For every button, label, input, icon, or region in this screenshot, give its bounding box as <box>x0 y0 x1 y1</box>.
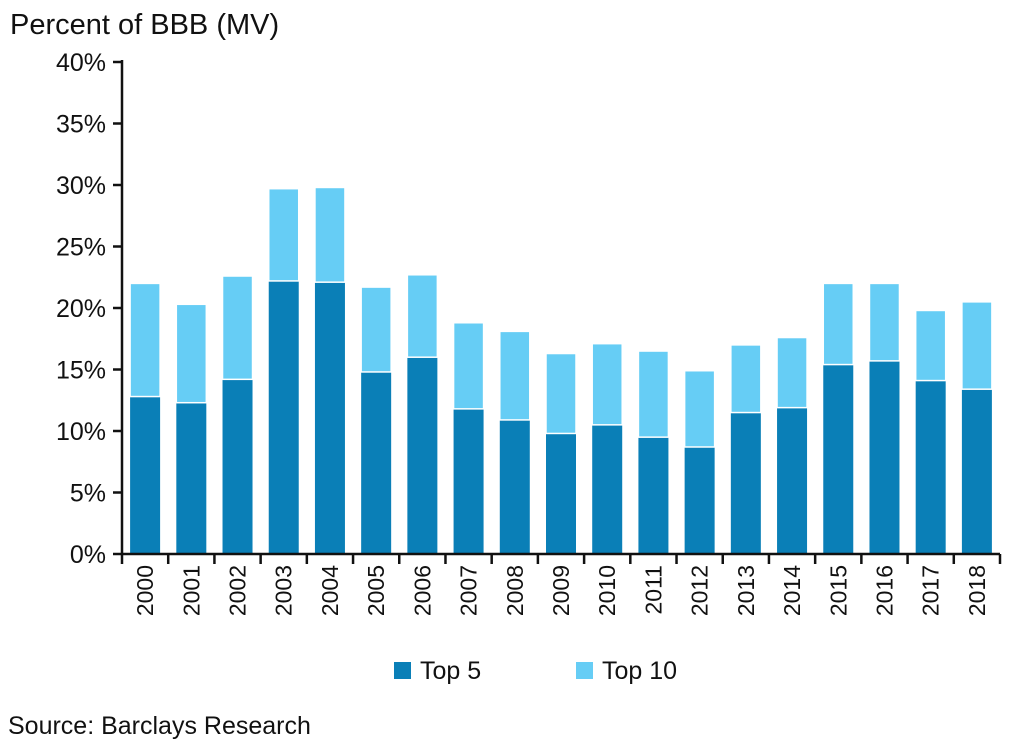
bars <box>129 186 993 554</box>
bar-top5-2005 <box>361 371 392 554</box>
bar-top10-2001 <box>175 303 208 404</box>
x-tick-label: 2008 <box>502 565 528 616</box>
y-tick-label: 20% <box>56 295 106 323</box>
bar-top10-2000 <box>129 282 161 398</box>
y-axis-title: Percent of BBB (MV) <box>10 9 279 41</box>
bar-top10-2013 <box>730 344 762 414</box>
bar-top10-2005 <box>360 286 392 373</box>
bar-top5-2013 <box>730 412 761 554</box>
bar-top10-2014 <box>776 336 808 409</box>
y-axis-ticks: 0% 5% 10% 15% 20% 25% 30% 35% 40% <box>56 49 122 569</box>
y-tick-label: 40% <box>56 49 106 77</box>
x-tick-label: 2005 <box>363 565 389 616</box>
bar-top10-2004 <box>314 186 346 283</box>
bar-top5-2014 <box>777 407 808 554</box>
bar-top10-2012 <box>683 369 716 448</box>
bar-top5-2017 <box>915 380 946 554</box>
legend: Top 5 Top 10 <box>394 657 677 685</box>
x-tick-label: 2010 <box>594 565 620 616</box>
y-tick-label: 35% <box>56 111 106 139</box>
bar-top5-2012 <box>684 446 715 554</box>
bar-top10-2011 <box>637 350 670 438</box>
bar-top5-2002 <box>222 379 253 554</box>
bar-top5-2008 <box>499 419 530 554</box>
x-tick-label: 2013 <box>733 565 759 616</box>
y-tick-label: 15% <box>56 357 106 385</box>
legend-label-top10: Top 10 <box>602 657 677 685</box>
bar-top10-2006 <box>406 274 439 358</box>
x-tick-label: 2017 <box>918 565 944 616</box>
bar-top5-2007 <box>453 408 484 554</box>
legend-swatch-top5 <box>394 662 411 679</box>
bar-top5-2018 <box>961 389 992 554</box>
x-tick-label: 2007 <box>456 565 482 616</box>
y-tick-label: 0% <box>70 541 106 569</box>
bar-top5-2004 <box>314 282 345 554</box>
legend-label-top5: Top 5 <box>420 657 481 685</box>
bar-top10-2009 <box>545 352 577 435</box>
source-note: Source: Barclays Research <box>8 712 311 740</box>
bar-top10-2016 <box>868 282 901 362</box>
bar-top10-2010 <box>591 342 623 426</box>
bar-top10-2018 <box>961 301 993 390</box>
bar-top10-2002 <box>221 275 254 381</box>
x-tick-label: 2014 <box>779 565 805 616</box>
x-tick-label: 2004 <box>317 565 343 616</box>
x-tick-label: 2001 <box>178 565 204 616</box>
bar-top5-2003 <box>268 280 299 554</box>
y-tick-label: 25% <box>56 234 106 262</box>
y-tick-label: 30% <box>56 172 106 200</box>
bar-top10-2017 <box>914 309 947 382</box>
bar-top10-2007 <box>452 322 485 410</box>
bar-top5-2016 <box>869 360 900 554</box>
x-tick-label: 2015 <box>825 565 851 616</box>
bar-top10-2003 <box>267 187 300 282</box>
legend-swatch-top10 <box>576 662 593 679</box>
bar-top5-2010 <box>592 424 623 554</box>
x-tick-label: 2006 <box>409 565 435 616</box>
x-tick-label: 2012 <box>687 565 713 616</box>
bar-top10-2015 <box>822 282 855 366</box>
x-tick-label: 2018 <box>964 565 990 616</box>
bar-top10-2008 <box>499 330 531 421</box>
x-tick-label: 2002 <box>225 565 251 616</box>
x-tick-label: 2011 <box>640 565 666 614</box>
bar-top5-2006 <box>407 357 438 554</box>
x-tick-label: 2016 <box>871 565 897 616</box>
bar-top5-2000 <box>130 396 161 554</box>
bar-top5-2015 <box>823 364 854 554</box>
x-axis-ticks: 2000 2001 2002 2003 2004 2005 2006 2007 2008 2009… <box>120 554 1002 616</box>
bar-top5-2001 <box>176 402 207 554</box>
x-tick-label: 2009 <box>548 565 574 616</box>
x-tick-label: 2000 <box>132 565 158 616</box>
y-tick-label: 10% <box>56 418 106 446</box>
bar-top5-2009 <box>546 433 576 554</box>
x-tick-label: 2003 <box>271 565 297 616</box>
bar-top5-2011 <box>638 437 669 554</box>
y-tick-label: 5% <box>70 480 106 508</box>
